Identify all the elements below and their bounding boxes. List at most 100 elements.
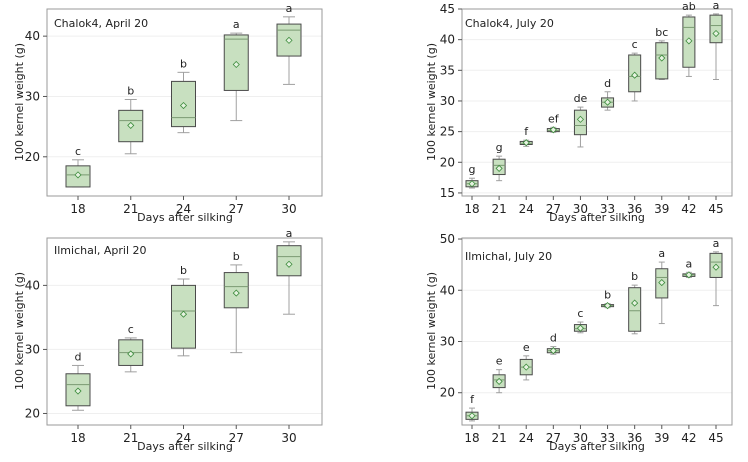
mean-marker (522, 139, 530, 147)
significance-letter: a (233, 18, 240, 31)
x-tick-label: 24 (519, 431, 534, 445)
x-tick-label: 42 (681, 202, 696, 216)
x-tick-label: 21 (491, 431, 506, 445)
significance-letter: a (286, 2, 293, 15)
panel-title: Chalok4, April 20 (54, 17, 148, 30)
mean-marker (685, 271, 693, 279)
box-39: a (655, 247, 669, 325)
mean-marker (127, 121, 135, 129)
mean-marker (549, 347, 557, 355)
box-iqr (628, 287, 642, 332)
y-tick-label: 45 (440, 2, 455, 16)
significance-letter: c (128, 323, 134, 336)
y-tick-label: 30 (440, 334, 455, 348)
box-33: b (601, 289, 615, 310)
box-18: f (465, 393, 479, 422)
x-tick-label: 27 (229, 431, 244, 445)
x-tick-label: 21 (123, 431, 138, 445)
box-30: c (573, 307, 587, 334)
y-tick-label: 25 (440, 125, 455, 139)
x-tick-label: 24 (176, 202, 191, 216)
x-tick-label: 21 (123, 202, 138, 216)
mean-marker (549, 126, 557, 134)
x-axis-title: Days after silking (137, 211, 233, 224)
mean-marker (712, 263, 720, 271)
box-45: a (709, 0, 723, 81)
y-tick-label: 30 (440, 94, 455, 108)
mean-marker (576, 115, 585, 123)
box-21: e (492, 355, 506, 394)
x-tick-label: 30 (281, 202, 296, 216)
chart-panel-2: 15 20 25 30 35 40 45 18 21 24 27 30 33 36 39 42 45 g g f ef d… (425, 0, 733, 224)
mean-marker (179, 310, 188, 318)
x-axis-title: Days after silking (549, 211, 645, 224)
box-18: g (465, 163, 479, 189)
significance-letter: b (604, 289, 611, 302)
box-18: c (65, 145, 91, 188)
significance-letter: g (496, 141, 503, 154)
x-tick-label: 42 (681, 431, 696, 445)
mean-marker (232, 289, 240, 297)
y-tick-label: 20 (25, 406, 40, 420)
x-tick-label: 33 (600, 202, 615, 216)
x-tick-label: 18 (70, 431, 85, 445)
box-24: f (519, 125, 533, 147)
x-tick-label: 45 (708, 431, 723, 445)
mean-marker (658, 279, 666, 287)
x-tick-label: 18 (70, 202, 85, 216)
box-42: ab (682, 0, 696, 77)
mean-marker (603, 302, 612, 310)
box-30: de (574, 92, 588, 148)
y-tick-label: 20 (440, 386, 455, 400)
significance-letter: f (524, 125, 529, 138)
chart-panel-1: 20 30 40 18 21 24 27 30 c b b a a Chalok4, April 20 Da… (13, 2, 323, 224)
mean-marker (495, 377, 503, 386)
significance-letter: ab (682, 0, 696, 13)
mean-marker (495, 164, 503, 172)
y-tick-label: 20 (25, 150, 40, 164)
box-33: d (601, 77, 615, 111)
box-45: a (709, 237, 723, 307)
box-iqr (709, 14, 723, 44)
x-tick-label: 30 (573, 202, 588, 216)
box-24: b (171, 57, 196, 134)
mean-marker (712, 29, 720, 38)
significance-letter: d (75, 350, 82, 363)
plot-frame (46, 237, 323, 426)
mean-marker (603, 98, 612, 106)
y-tick-label: 50 (440, 232, 455, 246)
y-axis-title: 100 kernel weight (g) (425, 272, 438, 390)
significance-letter: bc (655, 26, 668, 39)
box-42: a (682, 257, 696, 279)
mean-marker (74, 171, 82, 179)
significance-letter: e (496, 355, 503, 368)
plot-frame (461, 8, 733, 197)
box-18: d (65, 350, 91, 411)
significance-letter: b (233, 250, 240, 263)
mean-marker (468, 180, 476, 188)
significance-letter: f (470, 393, 475, 406)
y-tick-label: 30 (25, 89, 40, 103)
panel-title: Chalok4, July 20 (465, 17, 554, 30)
chart-panel-3: 20 30 40 18 21 24 27 30 d c b b a Ilmichal, April 20 D… (13, 227, 323, 453)
y-axis-title: 100 kernel weight (g) (13, 43, 26, 161)
significance-letter: a (713, 237, 720, 250)
significance-letter: a (286, 227, 293, 240)
mean-marker (658, 54, 666, 62)
significance-letter: e (523, 341, 530, 354)
significance-letter: c (632, 38, 638, 51)
mean-marker (179, 101, 188, 110)
significance-letter: b (127, 84, 134, 97)
x-tick-label: 39 (654, 202, 669, 216)
mean-marker (285, 36, 293, 44)
box-21: g (492, 141, 506, 182)
significance-letter: b (631, 270, 638, 283)
y-tick-label: 40 (25, 278, 40, 292)
y-tick-label: 35 (440, 63, 455, 77)
mean-marker (127, 350, 135, 358)
x-tick-label: 24 (176, 431, 191, 445)
mean-marker (631, 299, 639, 307)
box-27: b (223, 250, 249, 354)
significance-letter: d (550, 332, 557, 345)
significance-letter: a (658, 247, 665, 260)
